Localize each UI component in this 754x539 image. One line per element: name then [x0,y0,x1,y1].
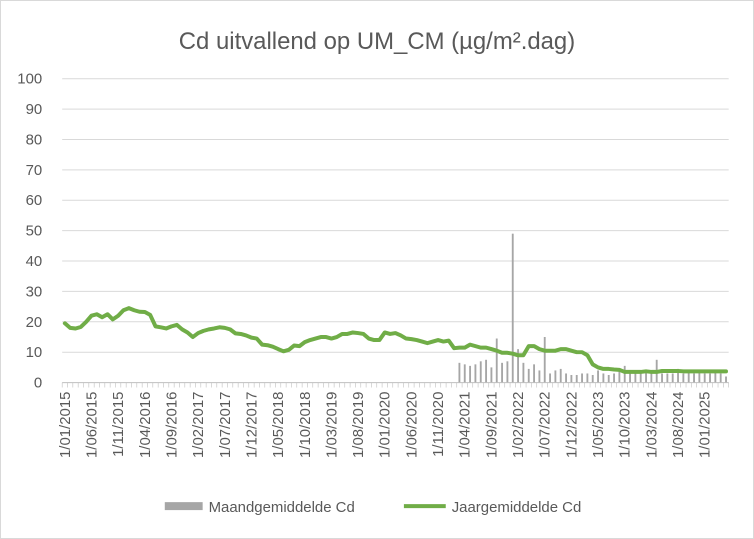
x-tick-label: 1/10/2023 [617,392,634,458]
x-tick-label: 1/08/2019 [350,392,367,458]
bar [613,373,615,383]
x-tick-label: 1/05/2023 [590,392,607,458]
x-tick-label: 1/06/2020 [403,392,420,458]
bar [554,370,557,383]
bar [634,373,637,383]
bar [538,370,541,383]
x-tick-label: 1/02/2022 [510,392,527,458]
y-tick-label: 40 [26,253,43,270]
bar [533,364,536,383]
grid-lines [62,78,729,353]
x-tick-label: 1/07/2022 [537,392,554,458]
bar [671,373,674,383]
y-tick-label: 30 [26,283,43,300]
x-tick-label: 1/09/2016 [163,392,180,458]
bar [501,362,504,383]
x-tick-label: 1/04/2016 [137,392,154,458]
bar [586,373,589,383]
y-tick-label: 50 [26,223,43,240]
bar [559,368,562,383]
legend: Maandgemiddelde Cd Jaargemiddelde Cd [164,499,582,516]
x-tick-label: 1/10/2018 [297,392,314,458]
legend-label-monthly: Maandgemiddelde Cd [209,499,355,516]
bar [693,373,695,383]
x-axis: 1/01/2015 1/06/2015 1/11/2015 1/04/2016 1/09… [57,382,729,458]
bar [527,368,530,383]
bar [543,336,546,383]
bar [682,373,685,383]
bar [698,370,701,383]
bar [458,362,461,383]
x-tick-label: 1/01/2020 [377,392,394,458]
x-tick-label: 1/11/2020 [430,392,447,457]
bar [591,374,594,383]
y-tick-label: 70 [26,162,43,179]
bar [607,374,610,383]
series-line [62,306,728,374]
bar [623,365,626,383]
y-tick-label: 10 [26,344,43,361]
y-tick-label: 80 [26,131,43,148]
bar [485,359,488,383]
bar [666,373,669,383]
bar [597,370,599,383]
bar [522,362,525,383]
line-series [62,306,728,374]
bar [517,349,520,383]
bar [511,233,514,383]
x-tick-label: 1/11/2015 [110,392,127,457]
x-tick-label: 1/03/2024 [643,392,660,458]
y-axis-ticks: 0 10 20 30 40 50 60 70 80 90 100 [17,71,42,392]
x-tick-label: 1/05/2018 [270,392,287,458]
bar [650,373,653,383]
bar [469,365,472,383]
bar [602,373,605,383]
bar [490,367,493,383]
legend-label-yearly: Jaargemiddelde Cd [452,499,582,516]
y-tick-label: 60 [26,192,43,209]
bar [661,373,663,383]
bar [618,370,621,383]
bar [687,370,690,383]
bar [479,361,482,383]
x-tick-label: 1/02/2017 [190,392,207,458]
y-tick-label: 90 [26,101,43,118]
bar-series [458,233,727,383]
bar [645,370,647,383]
chart-title: Cd uitvallend op UM_CM (µg/m².dag) [179,28,575,55]
y-tick-label: 100 [17,71,42,88]
bar [629,373,631,383]
x-tick-label: 1/08/2024 [670,392,687,458]
x-tick-label: 1/01/2015 [57,392,74,458]
x-tick-label: 1/07/2017 [217,392,234,458]
bar [714,371,717,383]
legend-swatch-monthly [164,502,203,511]
bar [495,338,498,383]
bar [581,373,583,383]
y-tick-label: 20 [26,314,43,331]
bar [506,361,509,383]
bar [570,374,573,383]
x-tick-label: 1/09/2021 [483,392,500,458]
bar [709,373,711,383]
bar [463,364,466,383]
bar [703,373,706,383]
bar [725,376,727,383]
bar [549,373,551,383]
bar [565,373,567,383]
y-tick-label: 0 [34,375,42,392]
x-tick-label: 1/03/2019 [323,392,340,458]
x-tick-label: 1/06/2015 [83,392,100,458]
bar [474,364,477,383]
bar [639,373,642,383]
x-tick-label: 1/12/2022 [563,392,580,458]
x-tick-label: 1/01/2025 [697,392,714,458]
x-tick-label: 1/12/2017 [243,392,260,458]
bar [575,374,578,383]
bar [719,373,722,383]
bar [677,368,679,383]
x-tick-label: 1/04/2021 [457,392,474,458]
